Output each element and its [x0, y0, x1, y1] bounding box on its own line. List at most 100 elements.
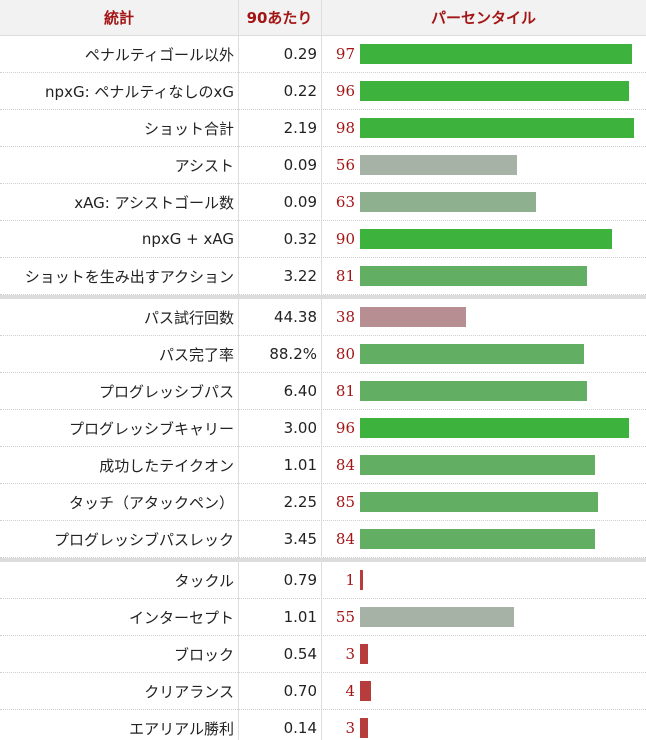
percentile-bar-track	[360, 562, 640, 598]
stat-label: インターセプト	[128, 608, 234, 627]
table-row: npxG: ペナルティなしのxG 0.22 96	[0, 73, 646, 110]
column-header-stat[interactable]: 統計	[103, 9, 134, 27]
percentile-label: 4	[345, 682, 355, 700]
group-separator	[0, 558, 646, 562]
stat-label: ショットを生み出すアクション	[24, 267, 234, 286]
stat-label: npxG: ペナルティなしのxG	[45, 82, 234, 101]
per90-value: 0.79	[283, 571, 317, 589]
table-header: 統計 90あたり パーセンタイル	[0, 0, 646, 36]
percentile-bar-track	[360, 36, 640, 72]
percentile-bar	[360, 607, 514, 627]
table-row: アシスト 0.09 56	[0, 147, 646, 184]
percentile-bar	[360, 681, 371, 701]
stat-label: ショット合計	[143, 119, 234, 138]
percentile-bar	[360, 455, 595, 475]
percentile-label: 97	[335, 45, 355, 63]
percentile-bar-track	[360, 447, 640, 483]
percentile-label: 96	[335, 82, 355, 100]
stat-label: プログレッシブパスレック	[53, 530, 234, 549]
table-row: ペナルティゴール以外 0.29 97	[0, 36, 646, 73]
percentile-bar-track	[360, 258, 640, 294]
table-row: タッチ（アタックペン） 2.25 85	[0, 484, 646, 521]
table-row: タックル 0.79 1	[0, 562, 646, 599]
column-header-percentile[interactable]: パーセンタイル	[430, 9, 536, 27]
percentile-bar	[360, 118, 634, 138]
per90-value: 0.29	[283, 45, 317, 63]
percentile-bar-track	[360, 410, 640, 446]
percentile-bar-track	[360, 373, 640, 409]
percentile-bar-track	[360, 73, 640, 109]
stat-label: パス完了率	[158, 345, 234, 364]
table-row: プログレッシブパスレック 3.45 84	[0, 521, 646, 558]
percentile-label: 3	[345, 645, 355, 663]
percentile-bar	[360, 266, 587, 286]
per90-value: 0.70	[283, 682, 317, 700]
stat-label: ブロック	[173, 645, 234, 664]
column-header-per90[interactable]: 90あたり	[246, 9, 313, 27]
percentile-bar-track	[360, 521, 640, 557]
per90-value: 44.38	[274, 308, 317, 326]
percentile-bar	[360, 492, 598, 512]
percentile-label: 84	[335, 456, 355, 474]
per90-value: 0.32	[283, 230, 317, 248]
percentile-bar	[360, 570, 363, 590]
table-row: xAG: アシストゴール数 0.09 63	[0, 184, 646, 221]
table-row: エアリアル勝利 0.14 3	[0, 710, 646, 740]
stat-label: エアリアル勝利	[129, 719, 234, 738]
per90-value: 6.40	[283, 382, 317, 400]
percentile-bar	[360, 344, 584, 364]
stat-label: アシスト	[174, 156, 234, 175]
percentile-label: 81	[335, 267, 355, 285]
table-row: パス完了率 88.2% 80	[0, 336, 646, 373]
per90-value: 0.54	[283, 645, 317, 663]
percentile-bar-track	[360, 636, 640, 672]
percentile-bar-track	[360, 147, 640, 183]
table-row: npxG + xAG 0.32 90	[0, 221, 646, 258]
percentile-label: 81	[335, 382, 355, 400]
percentile-label: 96	[335, 419, 355, 437]
table-row: プログレッシブパス 6.40 81	[0, 373, 646, 410]
percentile-label: 38	[335, 308, 355, 326]
percentile-bar-track	[360, 184, 640, 220]
stat-label: 成功したテイクオン	[99, 456, 234, 475]
percentile-bar	[360, 229, 612, 249]
column-divider	[321, 0, 322, 740]
per90-value: 0.22	[283, 82, 317, 100]
percentile-bar-track	[360, 599, 640, 635]
percentile-bar	[360, 44, 632, 64]
stat-label: ペナルティゴール以外	[84, 45, 234, 64]
stat-label: npxG + xAG	[141, 230, 234, 248]
per90-value: 3.22	[283, 267, 317, 285]
percentile-bar	[360, 381, 587, 401]
stat-label: xAG: アシストゴール数	[74, 193, 234, 212]
table-row: プログレッシブキャリー 3.00 96	[0, 410, 646, 447]
table-row: ショット合計 2.19 98	[0, 110, 646, 147]
table-row: パス試行回数 44.38 38	[0, 299, 646, 336]
table-row: ショットを生み出すアクション 3.22 81	[0, 258, 646, 295]
per90-value: 88.2%	[269, 345, 317, 363]
percentile-bar-track	[360, 336, 640, 372]
stat-label: プログレッシブパス	[98, 382, 234, 401]
per90-value: 3.00	[283, 419, 317, 437]
percentile-bar	[360, 192, 536, 212]
stat-label: タッチ（アタックペン）	[68, 493, 234, 512]
table-row: ブロック 0.54 3	[0, 636, 646, 673]
column-divider	[238, 0, 239, 740]
per90-value: 0.09	[283, 156, 317, 174]
table-row: 成功したテイクオン 1.01 84	[0, 447, 646, 484]
percentile-bar-track	[360, 673, 640, 709]
percentile-bar	[360, 529, 595, 549]
percentile-bar	[360, 307, 466, 327]
per90-value: 1.01	[283, 608, 317, 626]
percentile-bar	[360, 155, 517, 175]
group-separator	[0, 295, 646, 299]
percentile-label: 84	[335, 530, 355, 548]
table-row: インターセプト 1.01 55	[0, 599, 646, 636]
percentile-label: 90	[335, 230, 355, 248]
stat-label: クリアランス	[144, 682, 234, 701]
percentile-bar	[360, 644, 368, 664]
per90-value: 0.14	[283, 719, 317, 737]
percentile-label: 55	[335, 608, 355, 626]
percentile-label: 3	[345, 719, 355, 737]
